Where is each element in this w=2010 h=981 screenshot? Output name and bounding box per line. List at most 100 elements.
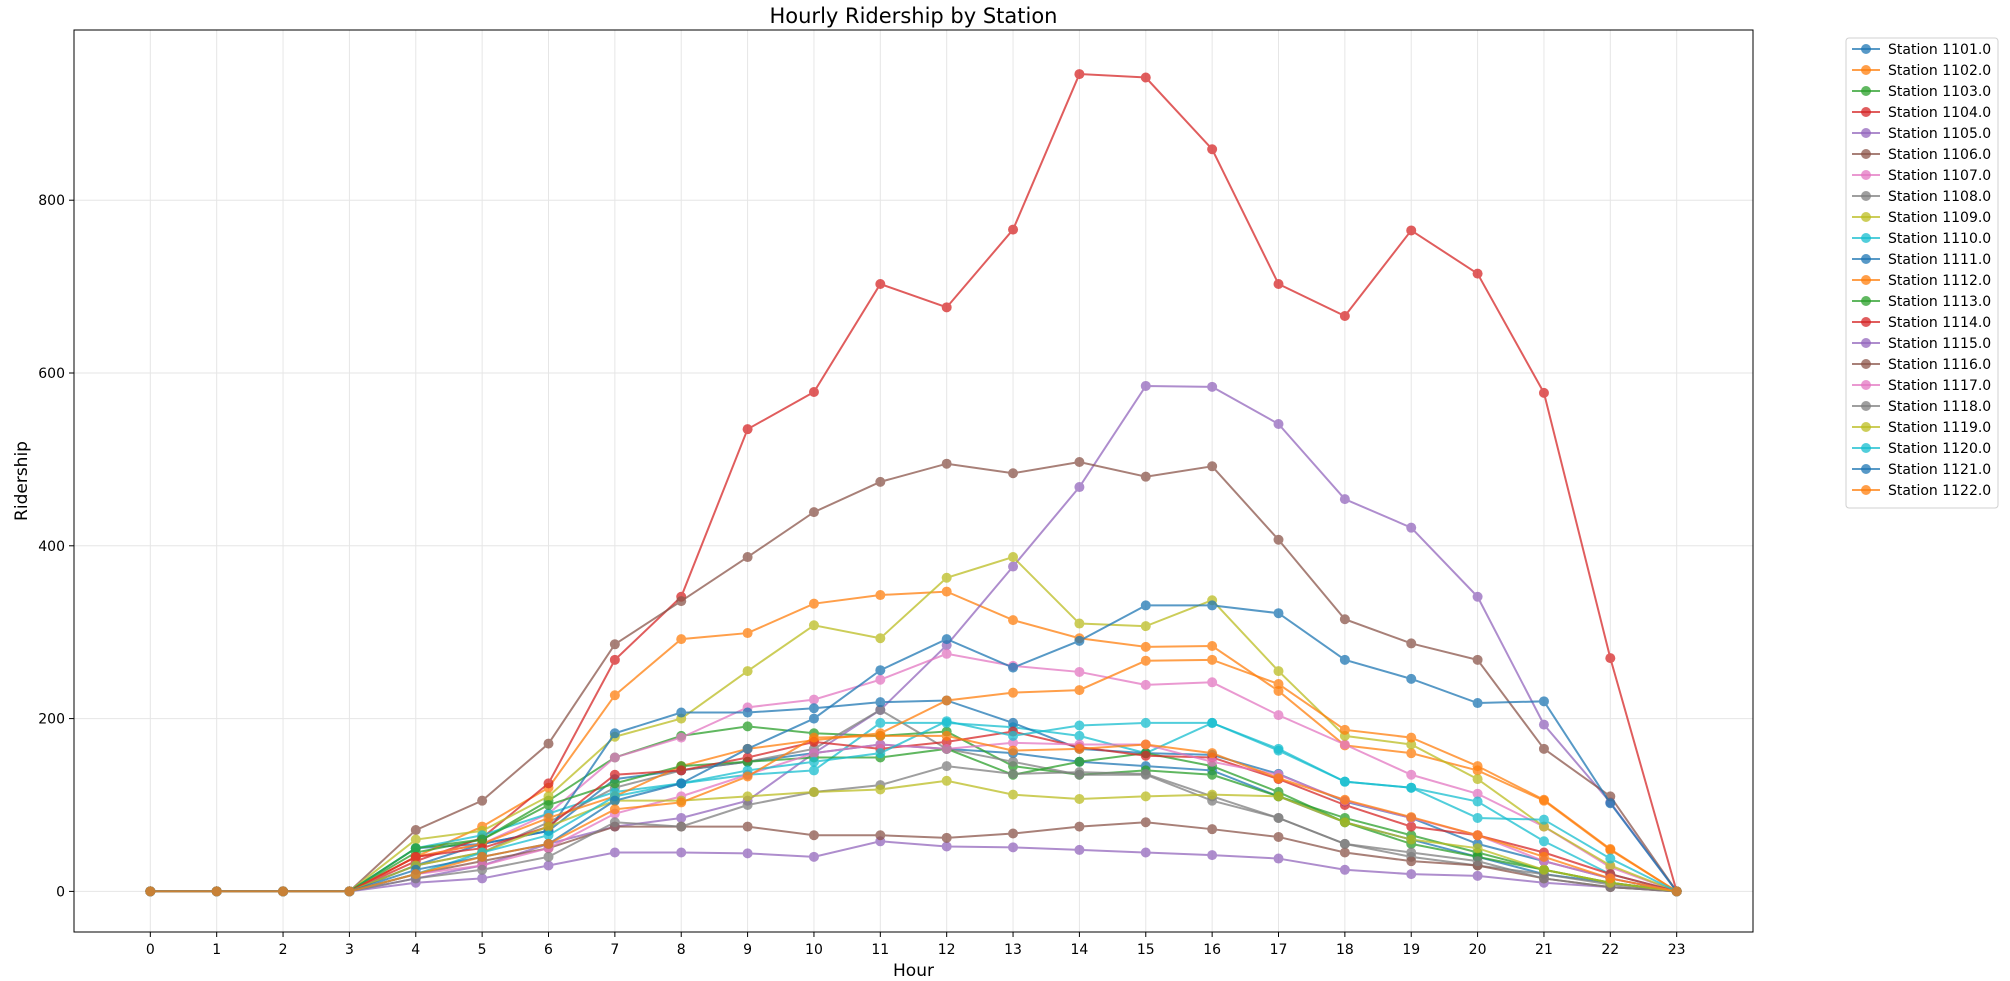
data-point [410,843,421,854]
data-point [875,717,886,728]
x-tick-label: 7 [610,942,619,958]
series-line [150,555,1678,893]
data-point [1406,812,1417,823]
legend-label: Station 1112.0 [1888,273,1991,289]
legend-item: Station 1116.0 [1852,357,1991,373]
data-point [1538,814,1549,825]
legend-item: Station 1101.0 [1852,42,1991,58]
data-point [1472,856,1483,867]
data-point [1140,679,1151,690]
legend-item: Station 1117.0 [1852,378,1991,394]
data-point [875,730,886,741]
data-point [1339,724,1350,735]
data-point [742,791,753,802]
data-point [609,752,620,763]
data-point [1406,673,1417,684]
y-tick-label: 200 [38,712,65,728]
data-point [875,748,886,759]
x-tick-label: 9 [743,942,752,958]
series-line [150,743,1677,893]
x-tick-label: 12 [938,942,956,958]
data-point [1406,748,1417,759]
data-point [742,799,753,810]
data-point [1207,144,1218,155]
data-point [742,666,753,677]
data-point [1472,796,1483,807]
data-point [1140,600,1151,611]
x-tick-label: 19 [1402,942,1420,958]
data-point [808,598,819,609]
data-point [1008,662,1019,673]
data-point [543,821,554,832]
data-point [1074,666,1085,677]
legend-marker [1861,107,1871,117]
data-point [211,886,222,897]
data-point [742,552,753,563]
data-point [1008,789,1019,800]
data-point [808,713,819,724]
data-point [1207,717,1218,728]
data-point [1538,851,1549,862]
data-point [808,387,819,398]
legend-marker [1861,422,1871,432]
data-point [676,634,687,645]
legend-marker [1861,380,1871,390]
data-point [875,739,886,750]
data-point [1671,886,1682,897]
data-point [1074,793,1085,804]
legend-marker [1861,317,1871,327]
data-point [543,738,554,749]
data-point [1472,870,1483,881]
data-point [808,787,819,798]
data-point [1074,730,1085,741]
data-point [1207,654,1218,665]
data-point [941,695,952,706]
legend-label: Station 1119.0 [1888,420,1991,436]
data-point [1074,720,1085,731]
x-tick-label: 1 [212,942,221,958]
series-line [150,779,1677,893]
data-point [1008,561,1019,572]
data-point [1406,732,1417,743]
data-point [1406,638,1417,649]
legend-label: Station 1108.0 [1888,189,1991,205]
data-point [875,665,886,676]
data-point [609,728,620,739]
series-line [150,604,1678,893]
plot-frame [73,29,1754,933]
series-line [150,734,1677,893]
legend-label: Station 1104.0 [1888,105,1991,121]
legend-item: Station 1122.0 [1852,483,1991,499]
data-point [1472,812,1483,823]
data-point [1538,873,1549,884]
data-point [941,841,952,852]
data-point [1406,225,1417,236]
x-tick-label: 0 [146,942,155,958]
data-point [1406,847,1417,858]
y-tick-label: 800 [38,193,65,209]
legend-label: Station 1113.0 [1888,294,1991,310]
legend-item: Station 1105.0 [1852,126,1991,142]
data-point [676,797,687,808]
x-tick-label: 23 [1668,942,1686,958]
data-point [1207,850,1218,861]
data-point [875,590,886,601]
series-line [150,721,1677,893]
series-1104 [145,69,1682,897]
x-tick-label: 4 [411,942,420,958]
data-point [1605,653,1616,664]
legend-label: Station 1111.0 [1888,252,1991,268]
data-point [609,769,620,780]
data-point [875,830,886,841]
data-point [1207,641,1218,652]
data-point [1538,719,1549,730]
data-point [1273,710,1284,721]
data-point [742,752,753,763]
data-point [609,654,620,665]
x-tick-label: 15 [1137,942,1155,958]
data-point [1406,782,1417,793]
legend-marker [1861,485,1871,495]
data-point [1207,769,1218,780]
axis-ticks: 0 1 2 3 4 5 6 7 8 9 10 11 12 13 14 15 16 17 18 19 20 21 22 2302… [38,193,1685,958]
data-point [1273,791,1284,802]
